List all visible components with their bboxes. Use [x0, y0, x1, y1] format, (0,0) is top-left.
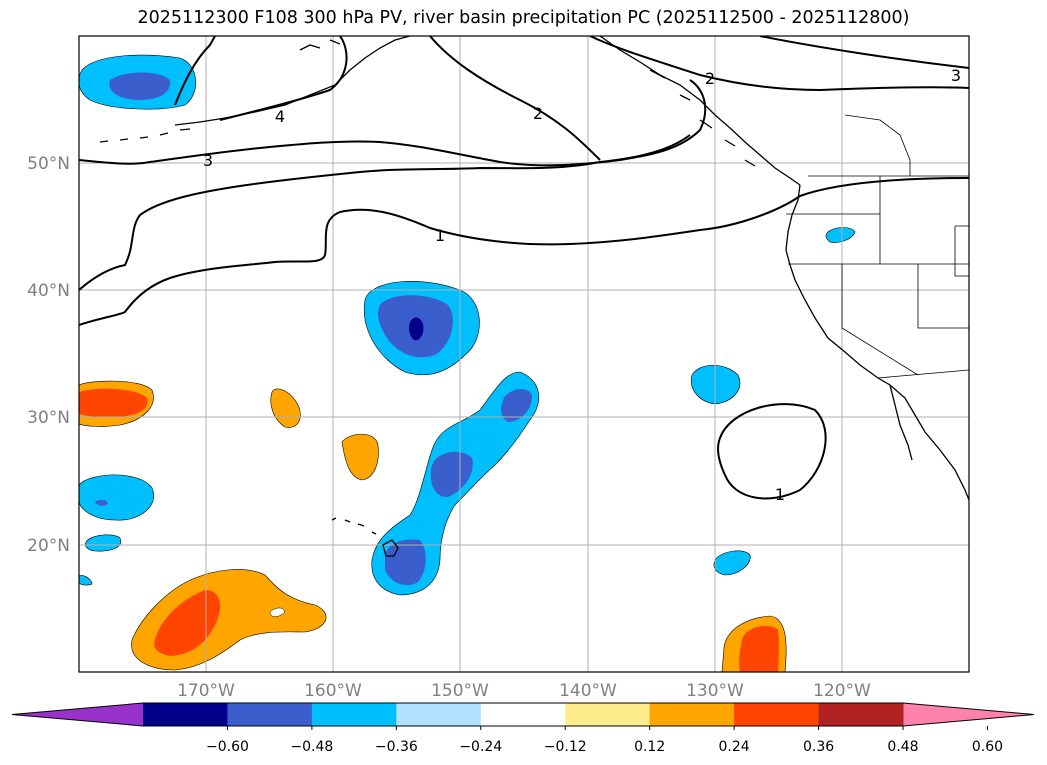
- contour-label-3: 3: [203, 151, 213, 170]
- colorbar-segment: [311, 703, 397, 726]
- precip-negative-area: [79, 474, 154, 521]
- lon-label: 140°W: [559, 681, 617, 701]
- precip-negative-core: [385, 539, 426, 586]
- map-frame: [78, 35, 970, 673]
- contour-label-1: 1: [775, 485, 785, 504]
- contour-label-4: 4: [275, 107, 285, 126]
- colorbar-tick-label: −0.24: [459, 739, 502, 755]
- precip-negative-core: [95, 499, 108, 506]
- precip-negative-area: [825, 227, 856, 243]
- colorbar-tick-label: −0.48: [290, 739, 333, 755]
- lon-label: 150°W: [431, 681, 489, 701]
- map-title: 2025112300 F108 300 hPa PV, river basin …: [137, 8, 910, 28]
- precip-negative-area: [85, 534, 121, 552]
- colorbar-segment: [227, 703, 313, 726]
- precip-negative-area: [79, 575, 93, 586]
- colorbar-segment: [480, 703, 566, 726]
- colorbar-extend-min: [12, 703, 143, 726]
- colorbar-segment: [734, 703, 820, 726]
- colorbar-tick-label: 0.12: [634, 739, 665, 755]
- state-borders: [786, 114, 969, 379]
- contour-label-3: 3: [951, 66, 961, 85]
- longitude-labels: 170°W 160°W 150°W 140°W 130°W 120°W: [177, 681, 871, 701]
- lon-label: 120°W: [813, 681, 871, 701]
- colorbar-tick-label: −0.36: [375, 739, 418, 755]
- lon-label: 170°W: [177, 681, 235, 701]
- precip-fill-layer: [79, 54, 856, 672]
- latitude-labels: 50°N 40°N 30°N 20°N: [27, 154, 70, 556]
- precip-negative-area: [713, 550, 751, 576]
- colorbar-tick-label: −0.60: [206, 739, 249, 755]
- lon-label: 130°W: [686, 681, 744, 701]
- colorbar-tick-label: 0.24: [719, 739, 750, 755]
- precip-negative-core: [109, 72, 171, 100]
- pv-contours: [79, 36, 969, 500]
- lon-label: 160°W: [304, 681, 362, 701]
- precip-negative-peak: [409, 317, 424, 341]
- colorbar-tick-label: 0.60: [972, 739, 1003, 755]
- colorbar-segment: [396, 703, 482, 726]
- colorbar-tick-label: 0.36: [803, 739, 834, 755]
- contour-label-2: 2: [705, 69, 715, 88]
- lat-label: 40°N: [27, 281, 70, 301]
- precip-positive-area: [131, 569, 327, 671]
- precip-positive-area: [341, 433, 379, 481]
- lat-label: 30°N: [27, 408, 70, 428]
- lat-label: 50°N: [27, 154, 70, 174]
- colorbar: −0.60 −0.48 −0.36 −0.24 −0.12 0.12 0.24 0.36 0.4…: [11, 702, 1035, 755]
- precip-negative-area: [690, 364, 741, 405]
- colorbar-segment: [565, 703, 651, 726]
- precip-positive-core: [79, 388, 148, 418]
- contour-label-2: 2: [533, 104, 543, 123]
- map-gridlines: [79, 36, 969, 672]
- colorbar-outline: [11, 702, 1035, 727]
- precip-positive-core: [739, 625, 779, 672]
- precip-positive-area: [270, 388, 301, 428]
- pv-contour-labels: 4 3 2 1 1 2 3: [203, 66, 961, 504]
- colorbar-segment: [818, 703, 904, 726]
- lat-label: 20°N: [27, 536, 70, 556]
- colorbar-extend-max: [903, 703, 1034, 726]
- precip-positive-core: [154, 590, 221, 656]
- precip-positive-hole: [269, 607, 285, 617]
- contour-label-1: 1: [435, 226, 445, 245]
- colorbar-segment: [649, 703, 735, 726]
- precip-negative-core: [501, 388, 533, 422]
- colorbar-tick-label: −0.12: [544, 739, 587, 755]
- colorbar-tick-label: 0.48: [887, 739, 918, 755]
- precip-negative-core: [430, 451, 473, 498]
- colorbar-segment: [143, 703, 228, 726]
- coastlines: [99, 36, 969, 557]
